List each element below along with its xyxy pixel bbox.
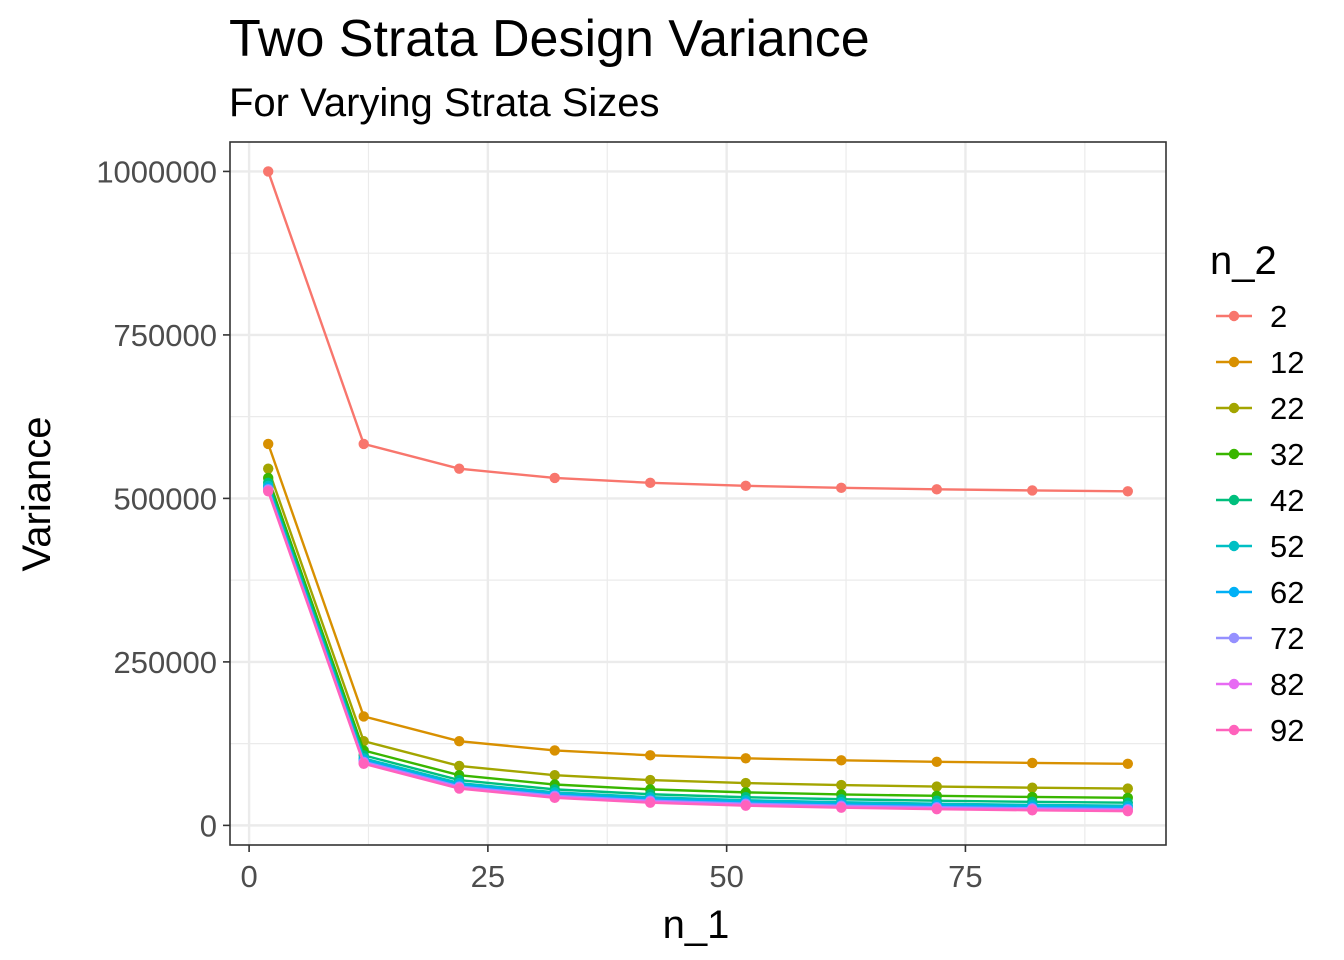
legend-label: 52 — [1270, 529, 1304, 564]
series-line-32 — [267, 477, 1128, 800]
chart-title: Two Strata Design Variance — [229, 10, 870, 68]
legend: 2 12 22 32 42 52 62 72 82 92 — [1216, 299, 1304, 748]
legend-item-12: 12 — [1216, 345, 1304, 380]
series-line-22 — [267, 468, 1128, 790]
data-point-92 — [1027, 805, 1038, 816]
legend-title: n_2 — [1210, 239, 1277, 283]
data-point-12 — [263, 438, 274, 450]
series-2 — [263, 166, 1133, 497]
legend-item-82: 82 — [1216, 667, 1304, 702]
data-point-92 — [931, 803, 942, 815]
data-point-22 — [740, 777, 751, 789]
y-axis-title: Variance — [15, 417, 59, 572]
data-point-12 — [740, 753, 751, 764]
data-point-92 — [1122, 805, 1133, 817]
legend-label: 92 — [1270, 713, 1304, 748]
data-point-12 — [454, 735, 465, 747]
data-point-22 — [836, 779, 847, 791]
data-point-2 — [549, 472, 560, 484]
data-point-22 — [549, 770, 560, 781]
data-point-12 — [549, 745, 560, 756]
plot-area: 0 25 50 75 0 250000 500000 750000 1000000 — [96, 141, 1167, 894]
y-tick-label: 750000 — [114, 318, 217, 353]
y-tick-label: 500000 — [114, 481, 217, 516]
legend-item-32: 32 — [1216, 437, 1304, 472]
y-tick-label: 250000 — [114, 645, 217, 680]
series-line-62 — [267, 487, 1128, 809]
x-tick-label: 25 — [471, 859, 505, 894]
legend-key-point — [1228, 586, 1240, 598]
legend-item-52: 52 — [1216, 529, 1304, 564]
legend-key-point — [1228, 310, 1240, 322]
data-point-12 — [836, 755, 847, 766]
series-92 — [263, 486, 1133, 817]
y-tick-label: 0 — [200, 808, 217, 843]
data-point-12 — [1122, 758, 1133, 769]
chart-subtitle: For Varying Strata Sizes — [229, 81, 660, 125]
legend-label: 32 — [1270, 437, 1304, 472]
legend-label: 82 — [1270, 667, 1304, 702]
data-point-92 — [836, 802, 847, 813]
data-point-92 — [740, 800, 751, 811]
data-point-2 — [836, 482, 847, 494]
data-point-12 — [645, 750, 656, 761]
legend-item-62: 62 — [1216, 575, 1304, 610]
data-point-22 — [263, 463, 274, 474]
data-point-92 — [549, 792, 560, 804]
data-point-2 — [1027, 485, 1038, 496]
legend-key-point — [1228, 494, 1240, 506]
legend-label: 42 — [1270, 483, 1304, 518]
legend-key-point — [1228, 724, 1240, 736]
plot-border — [229, 141, 1167, 846]
series-line-12 — [267, 443, 1128, 765]
data-point-92 — [645, 797, 656, 808]
series-line-92 — [267, 490, 1128, 813]
data-point-12 — [931, 756, 942, 768]
data-point-22 — [454, 760, 465, 772]
data-point-2 — [358, 438, 369, 450]
y-tick-label: 1000000 — [96, 154, 217, 189]
legend-label: 22 — [1270, 391, 1304, 426]
legend-item-72: 72 — [1216, 621, 1304, 656]
data-point-22 — [931, 781, 942, 792]
legend-item-92: 92 — [1216, 713, 1304, 748]
legend-item-2: 2 — [1216, 299, 1287, 334]
legend-key-point — [1228, 402, 1240, 414]
legend-label: 62 — [1270, 575, 1304, 610]
legend-item-42: 42 — [1216, 483, 1304, 518]
data-point-92 — [358, 758, 369, 769]
data-point-92 — [454, 783, 465, 794]
data-point-2 — [931, 484, 942, 495]
legend-key-point — [1228, 632, 1240, 644]
x-axis-title: n_1 — [663, 903, 730, 947]
legend-label: 2 — [1270, 299, 1287, 334]
data-point-2 — [645, 477, 656, 489]
legend-label: 12 — [1270, 345, 1304, 380]
legend-key-point — [1228, 540, 1240, 552]
data-point-2 — [740, 480, 751, 492]
data-point-12 — [358, 711, 369, 722]
data-point-2 — [454, 463, 465, 474]
data-point-22 — [1027, 782, 1038, 793]
legend-key-point — [1228, 678, 1240, 690]
data-point-22 — [645, 774, 656, 786]
data-point-2 — [1122, 486, 1133, 497]
data-point-22 — [1122, 783, 1133, 794]
series-line-42 — [267, 482, 1128, 804]
legend-key-point — [1228, 448, 1240, 460]
data-point-12 — [1027, 757, 1038, 769]
data-point-92 — [263, 486, 274, 497]
x-tick-label: 75 — [948, 859, 982, 894]
series-line-52 — [267, 485, 1128, 807]
x-tick-label: 0 — [240, 859, 257, 894]
legend-label: 72 — [1270, 621, 1304, 656]
legend-key-point — [1228, 356, 1240, 368]
series-line-2 — [267, 171, 1128, 493]
data-point-2 — [263, 166, 274, 177]
series-12 — [263, 438, 1133, 769]
x-tick-label: 50 — [709, 859, 743, 894]
legend-item-22: 22 — [1216, 391, 1304, 426]
plot-background — [230, 142, 1166, 845]
